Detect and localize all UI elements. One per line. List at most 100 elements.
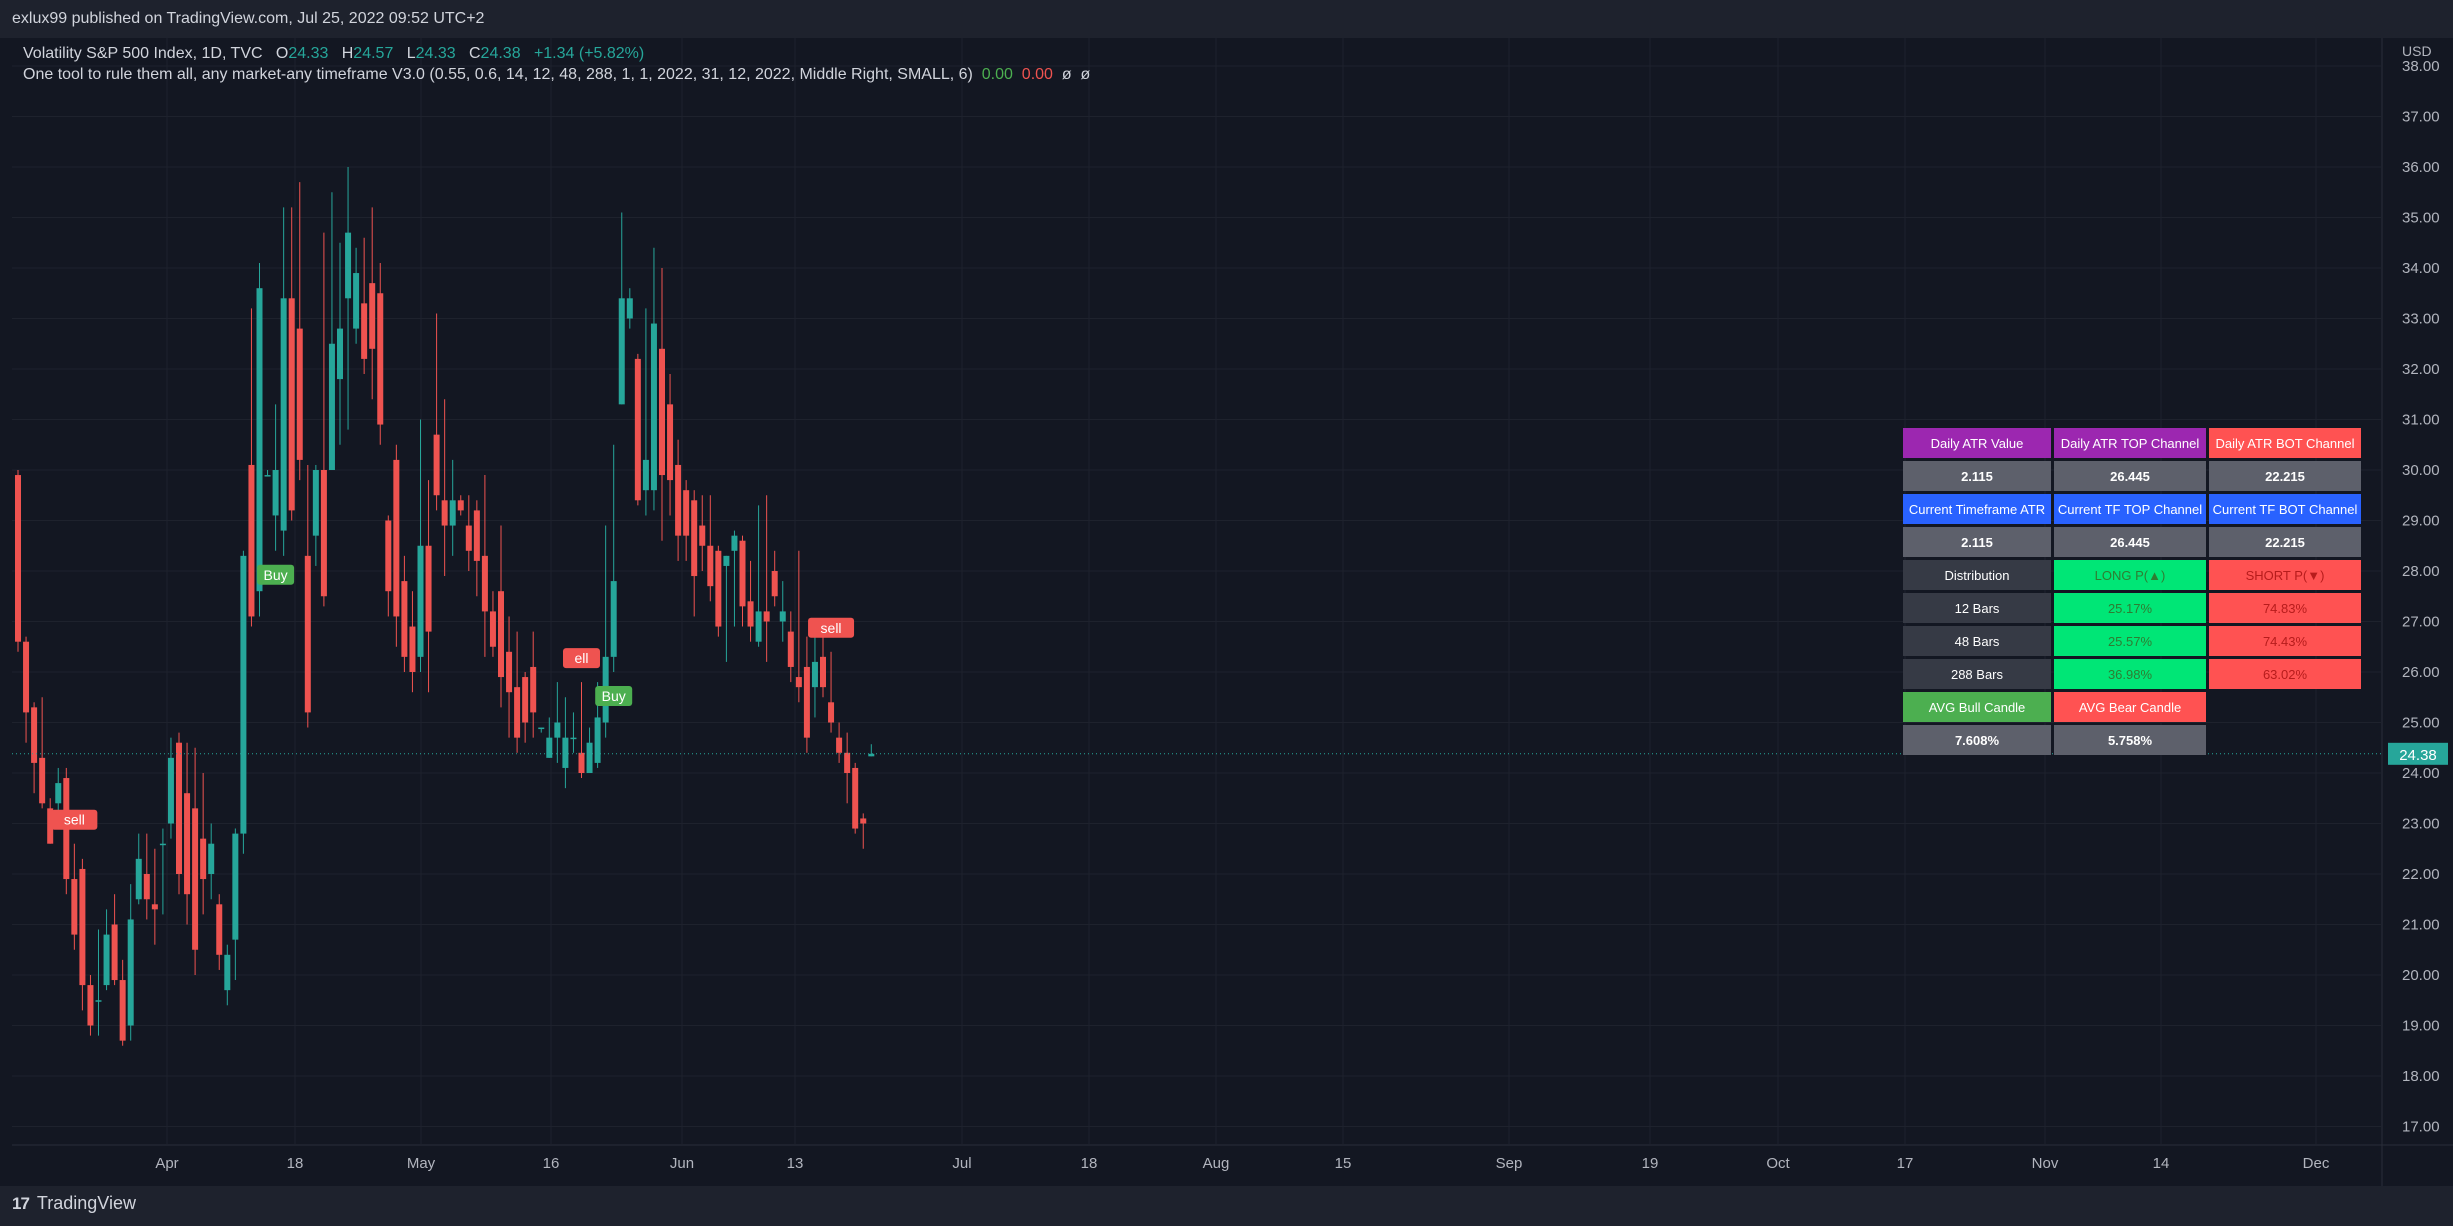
candle-body[interactable] [304,555,311,713]
candle-body[interactable] [240,555,247,834]
candle-body[interactable] [192,808,199,950]
candle-body[interactable] [280,298,287,531]
candle-body[interactable] [618,298,625,405]
candle-body[interactable] [79,868,86,986]
sell-signal-label[interactable] [51,809,98,830]
candle-body[interactable] [578,752,585,773]
candle-body[interactable] [683,490,690,536]
candle-body[interactable] [200,838,207,880]
candle-body[interactable] [361,303,368,359]
candle-body[interactable] [256,288,263,592]
candle-body[interactable] [610,581,617,657]
candle-body[interactable] [514,687,521,738]
candle-body[interactable] [312,470,319,536]
candle-body[interactable] [457,500,464,511]
candle-body[interactable] [55,783,62,804]
candle-body[interactable] [570,737,577,740]
indicator-legend[interactable]: One tool to rule them all, any market-an… [23,66,1090,84]
candle-body[interactable] [836,737,843,753]
candle-body[interactable] [642,459,649,491]
candle-body[interactable] [498,591,504,678]
candle-body[interactable] [779,611,786,622]
buy-signal-label[interactable] [257,564,295,585]
candle-body[interactable] [868,753,875,757]
candle-body[interactable] [811,661,818,688]
candle-body[interactable] [264,475,271,477]
candle-body[interactable] [546,737,553,758]
candle-body[interactable] [127,919,134,1026]
buy-signal-label[interactable] [595,686,633,706]
candle-body[interactable] [441,500,448,526]
candle-body[interactable] [667,404,674,481]
candle-body[interactable] [844,752,851,773]
candle-body[interactable] [71,879,78,935]
candle-body[interactable] [562,737,569,768]
candle-body[interactable] [288,298,295,511]
candle-body[interactable] [731,535,738,551]
candle-body[interactable] [699,525,706,546]
candle-body[interactable] [820,656,826,688]
candle-body[interactable] [345,232,352,299]
candle-body[interactable] [481,555,488,612]
candle-body[interactable] [489,611,496,647]
candle-body[interactable] [586,742,593,773]
candle-body[interactable] [176,742,182,874]
candle-body[interactable] [634,358,641,501]
candle-body[interactable] [626,298,633,319]
candle-body[interactable] [409,626,416,672]
candle-body[interactable] [47,808,54,844]
candle-body[interactable] [425,545,432,632]
candle-body[interactable] [353,273,360,329]
candle-body[interactable] [119,980,126,1041]
candle-body[interactable] [828,702,835,723]
candle-body[interactable] [385,520,392,592]
indicator-name[interactable]: One tool to rule them all, any market-an… [23,66,973,83]
candle-body[interactable] [111,924,118,981]
candle-body[interactable] [473,510,480,561]
candle-body[interactable] [232,833,239,940]
candle-body[interactable] [377,293,384,425]
tradingview-logo[interactable]: 17 TradingView [12,1193,136,1214]
candle-body[interactable] [723,555,730,566]
candle-body[interactable] [208,843,215,874]
candle-body[interactable] [763,611,770,622]
candle-body[interactable] [852,767,859,829]
candle-body[interactable] [771,571,778,597]
candle-body[interactable] [103,934,110,986]
candle-body[interactable] [369,283,376,349]
candle-body[interactable] [151,904,158,910]
candle-body[interactable] [328,343,335,470]
candle-body[interactable] [143,874,150,900]
candle-body[interactable] [15,475,21,642]
symbol-name[interactable]: Volatility S&P 500 Index, 1D, TVC [23,45,263,62]
candle-body[interactable] [95,1000,102,1002]
candle-body[interactable] [320,470,327,597]
candle-body[interactable] [747,601,754,627]
candle-body[interactable] [538,727,545,730]
candle-body[interactable] [248,464,255,617]
candle-body[interactable] [87,985,94,1026]
candle-body[interactable] [675,464,682,536]
candle-body[interactable] [272,470,279,516]
candle-body[interactable] [224,954,231,991]
candle-body[interactable] [184,793,191,895]
symbol-legend[interactable]: Volatility S&P 500 Index, 1D, TVC O24.33… [23,45,644,63]
candle-body[interactable] [530,666,537,713]
candle-body[interactable] [401,581,408,657]
candle-body[interactable] [135,858,142,900]
candle-body[interactable] [417,545,424,657]
candle-body[interactable] [691,500,698,577]
candle-body[interactable] [787,631,794,667]
candle-body[interactable] [39,757,46,804]
candle-body[interactable] [707,545,714,587]
candle-body[interactable] [23,641,30,713]
candle-body[interactable] [715,550,722,627]
candle-body[interactable] [167,757,174,824]
candle-body[interactable] [860,818,867,824]
candle-body[interactable] [755,611,762,642]
candle-body[interactable] [554,722,561,738]
candle-body[interactable] [216,904,223,955]
candle-body[interactable] [506,651,513,693]
candle-body[interactable] [803,666,810,738]
sell-signal-label[interactable] [808,617,855,638]
